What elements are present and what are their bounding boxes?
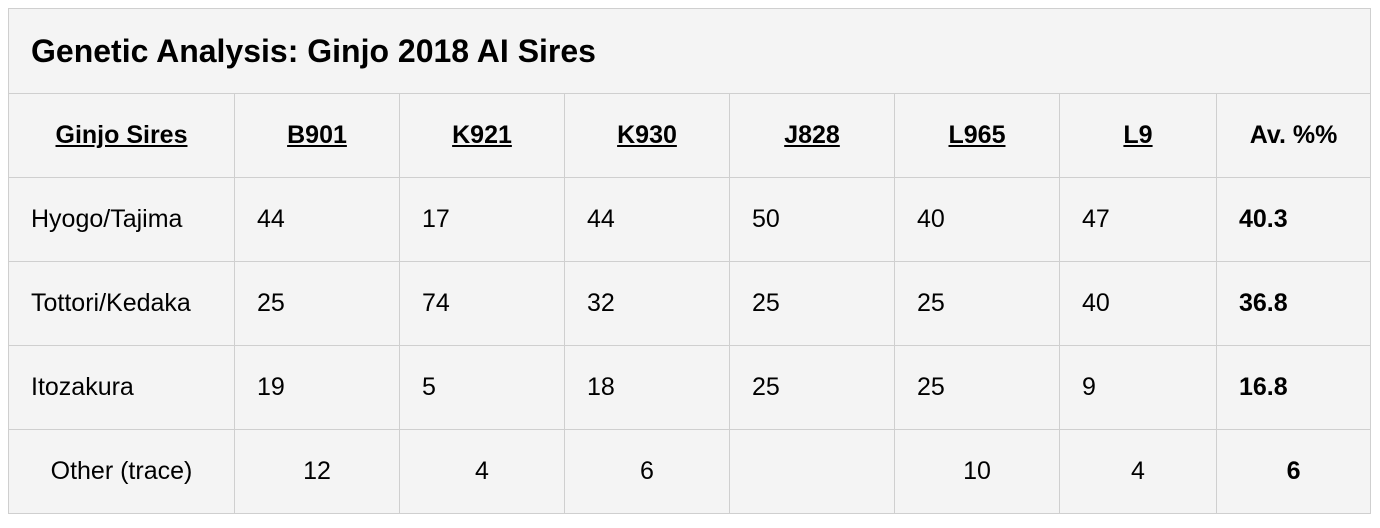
value-cell: 47 (1059, 177, 1217, 262)
value-cell: 6 (564, 429, 730, 514)
value-cell: 9 (1059, 345, 1217, 430)
average-cell: 40.3 (1215, 177, 1372, 262)
data-row: Tottori/Kedaka 25 74 32 25 25 40 36.8 (8, 261, 1372, 346)
column-header: K921 (399, 93, 565, 178)
column-header: J828 (729, 93, 895, 178)
average-cell: 16.8 (1215, 345, 1372, 430)
table-title: Genetic Analysis: Ginjo 2018 AI Sires (7, 8, 1372, 94)
value-cell: 25 (234, 261, 400, 346)
data-row: Other (trace) 12 4 6 10 4 6 (8, 429, 1372, 514)
average-cell: 36.8 (1215, 261, 1372, 346)
value-cell: 17 (399, 177, 565, 262)
column-header: L965 (894, 93, 1060, 178)
value-cell (729, 429, 895, 514)
data-row: Itozakura 19 5 18 25 25 9 16.8 (8, 345, 1372, 430)
table-body: Genetic Analysis: Ginjo 2018 AI Sires Gi… (7, 8, 1372, 514)
value-cell: 74 (399, 261, 565, 346)
value-cell: 32 (564, 261, 730, 346)
column-header: K930 (564, 93, 730, 178)
value-cell: 50 (729, 177, 895, 262)
value-cell: 10 (894, 429, 1060, 514)
value-cell: 25 (894, 345, 1060, 430)
value-cell: 44 (234, 177, 400, 262)
sire-table: Genetic Analysis: Ginjo 2018 AI Sires Gi… (7, 8, 1372, 514)
row-label: Hyogo/Tajima (8, 177, 235, 262)
value-cell: 44 (564, 177, 730, 262)
column-header: B901 (234, 93, 400, 178)
value-cell: 25 (729, 345, 895, 430)
row-label: Itozakura (8, 345, 235, 430)
row-label: Tottori/Kedaka (8, 261, 235, 346)
value-cell: 12 (234, 429, 400, 514)
column-header: L9 (1059, 93, 1217, 178)
column-header: Av. %% (1215, 93, 1372, 178)
value-cell: 4 (399, 429, 565, 514)
data-row: Hyogo/Tajima 44 17 44 50 40 47 40.3 (8, 177, 1372, 262)
header-row: Ginjo Sires B901 K921 K930 J828 L965 L9 Av. %% (8, 93, 1372, 178)
value-cell: 25 (894, 261, 1060, 346)
value-cell: 19 (234, 345, 400, 430)
title-row: Genetic Analysis: Ginjo 2018 AI Sires (7, 8, 1372, 94)
value-cell: 4 (1059, 429, 1217, 514)
value-cell: 25 (729, 261, 895, 346)
average-cell: 6 (1215, 429, 1372, 514)
row-label: Other (trace) (8, 429, 235, 514)
value-cell: 40 (1059, 261, 1217, 346)
value-cell: 5 (399, 345, 565, 430)
value-cell: 40 (894, 177, 1060, 262)
column-header: Ginjo Sires (8, 93, 235, 178)
value-cell: 18 (564, 345, 730, 430)
